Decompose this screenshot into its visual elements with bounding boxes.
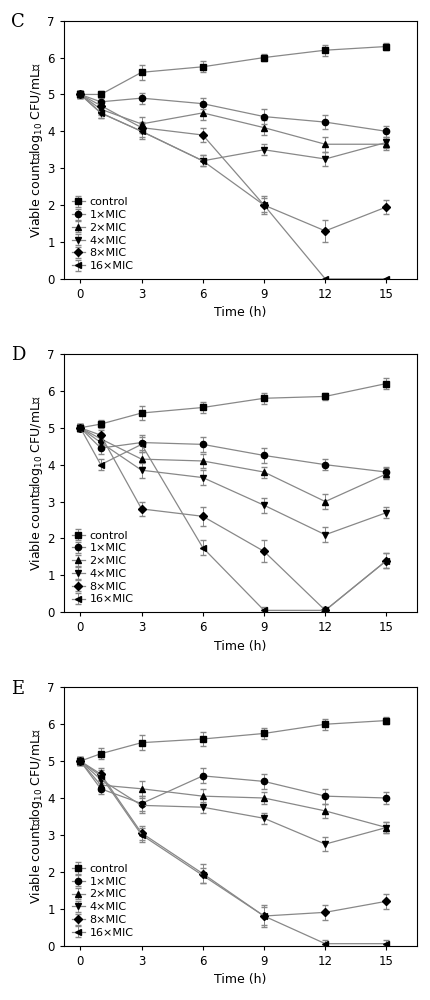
X-axis label: Time (h): Time (h) [214, 306, 266, 319]
Legend: control, 1×MIC, 2×MIC, 4×MIC, 8×MIC, 16×MIC: control, 1×MIC, 2×MIC, 4×MIC, 8×MIC, 16×… [69, 528, 135, 607]
Legend: control, 1×MIC, 2×MIC, 4×MIC, 8×MIC, 16×MIC: control, 1×MIC, 2×MIC, 4×MIC, 8×MIC, 16×… [69, 862, 135, 940]
Y-axis label: Viable count（log$_{10}$ CFU/mL）: Viable count（log$_{10}$ CFU/mL） [28, 395, 45, 571]
Text: D: D [11, 346, 25, 364]
Y-axis label: Viable count（log$_{10}$ CFU/mL）: Viable count（log$_{10}$ CFU/mL） [28, 62, 45, 238]
X-axis label: Time (h): Time (h) [214, 640, 266, 653]
Text: C: C [11, 13, 25, 31]
Y-axis label: Viable count（log$_{10}$ CFU/mL）: Viable count（log$_{10}$ CFU/mL） [28, 729, 45, 904]
Legend: control, 1×MIC, 2×MIC, 4×MIC, 8×MIC, 16×MIC: control, 1×MIC, 2×MIC, 4×MIC, 8×MIC, 16×… [69, 195, 135, 273]
X-axis label: Time (h): Time (h) [214, 973, 266, 986]
Text: E: E [11, 680, 24, 698]
